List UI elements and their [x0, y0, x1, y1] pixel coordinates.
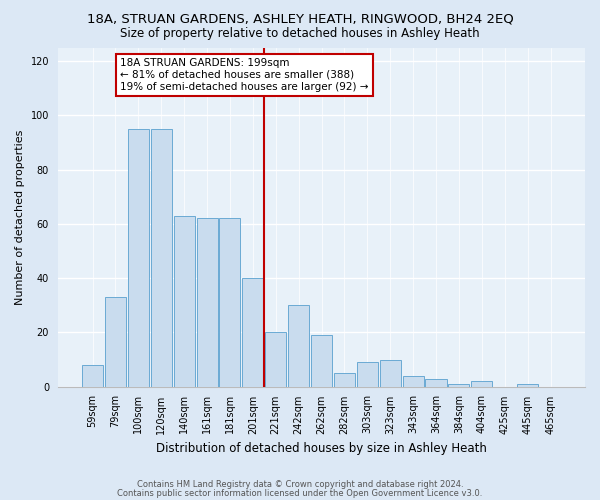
Text: 18A STRUAN GARDENS: 199sqm
← 81% of detached houses are smaller (388)
19% of sem: 18A STRUAN GARDENS: 199sqm ← 81% of deta… — [120, 58, 368, 92]
Bar — [242, 278, 263, 386]
Bar — [82, 365, 103, 386]
Bar — [403, 376, 424, 386]
Text: Contains HM Land Registry data © Crown copyright and database right 2024.: Contains HM Land Registry data © Crown c… — [137, 480, 463, 489]
Text: Size of property relative to detached houses in Ashley Heath: Size of property relative to detached ho… — [120, 28, 480, 40]
Text: 18A, STRUAN GARDENS, ASHLEY HEATH, RINGWOOD, BH24 2EQ: 18A, STRUAN GARDENS, ASHLEY HEATH, RINGW… — [86, 12, 514, 26]
Bar — [380, 360, 401, 386]
Bar — [288, 306, 309, 386]
Bar — [311, 335, 332, 386]
Bar — [265, 332, 286, 386]
Bar — [173, 216, 194, 386]
Bar — [517, 384, 538, 386]
Bar — [220, 218, 241, 386]
Bar — [471, 381, 493, 386]
Bar — [448, 384, 469, 386]
X-axis label: Distribution of detached houses by size in Ashley Heath: Distribution of detached houses by size … — [156, 442, 487, 455]
Bar — [425, 378, 446, 386]
Bar — [197, 218, 218, 386]
Bar — [151, 129, 172, 386]
Text: Contains public sector information licensed under the Open Government Licence v3: Contains public sector information licen… — [118, 489, 482, 498]
Bar — [357, 362, 378, 386]
Bar — [334, 373, 355, 386]
Bar — [128, 129, 149, 386]
Bar — [105, 297, 126, 386]
Y-axis label: Number of detached properties: Number of detached properties — [15, 130, 25, 305]
